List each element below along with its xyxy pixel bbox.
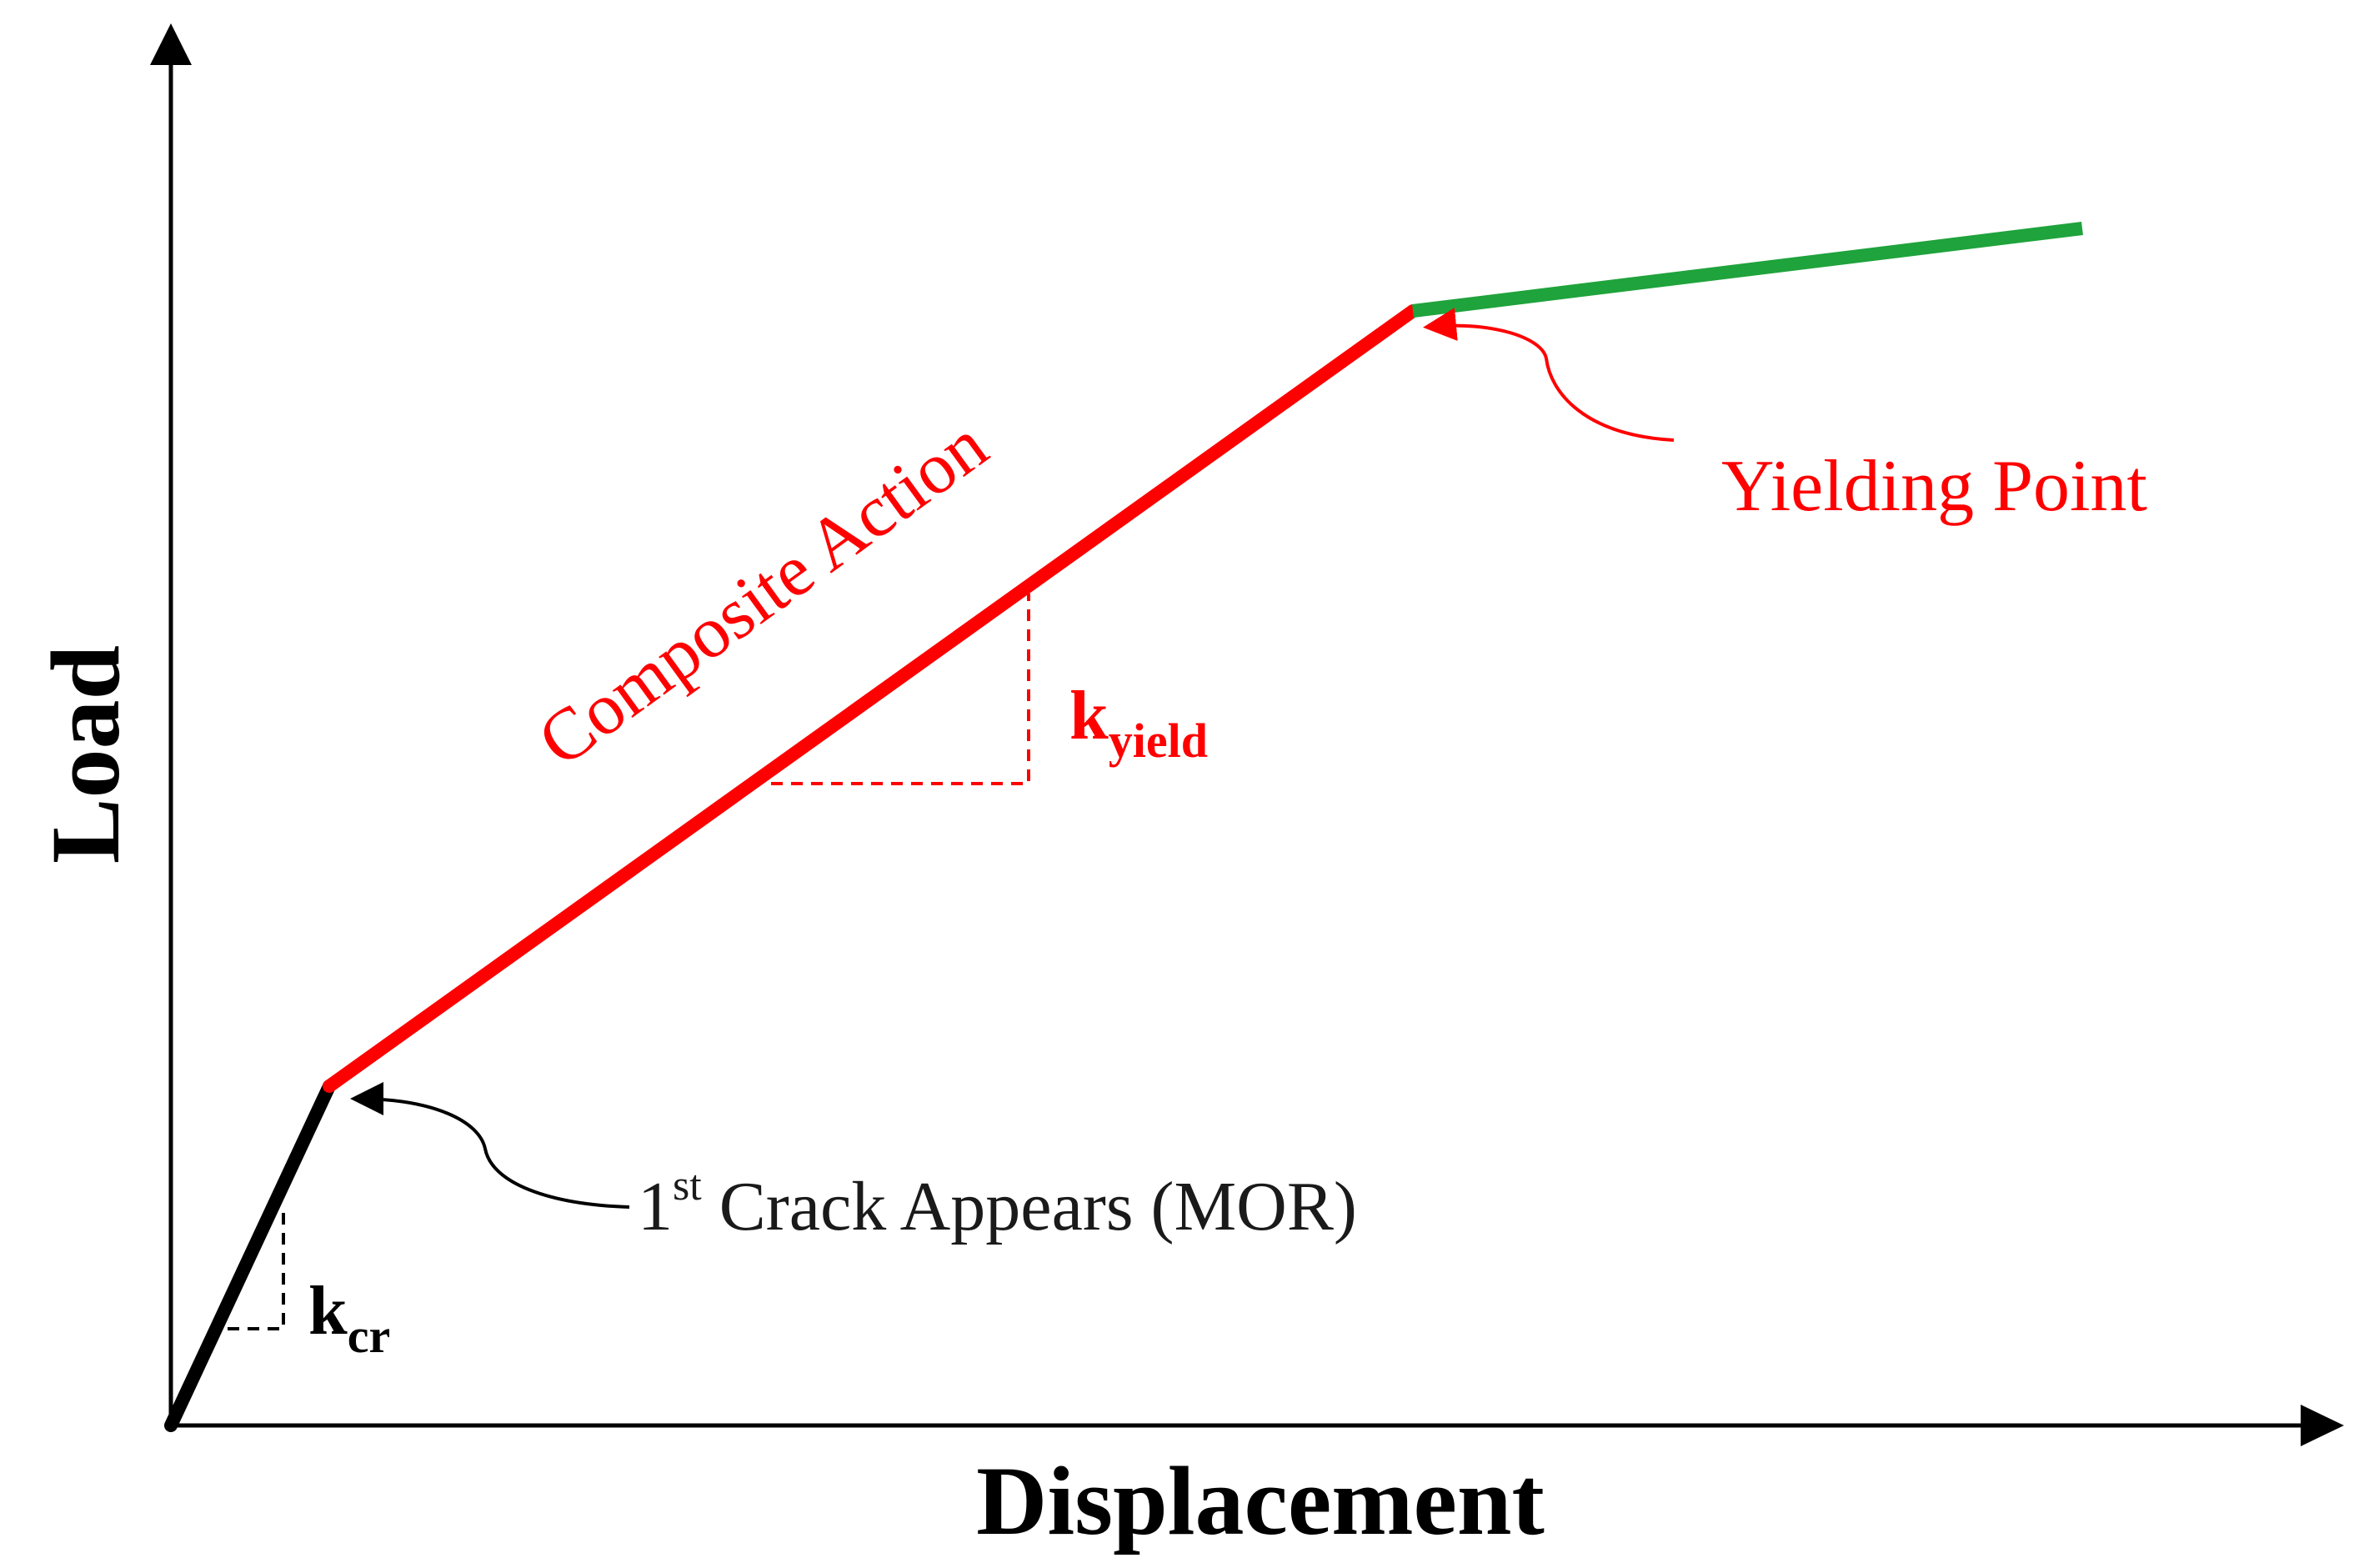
x-axis-label: Displacement — [976, 1446, 1545, 1555]
k-cr-slope-triangle — [228, 1209, 285, 1330]
composite-action-segment — [323, 304, 1420, 1093]
first-crack-pointer — [350, 1082, 630, 1209]
k-yield-label: kyield — [1069, 677, 1208, 768]
y-axis-arrowhead — [150, 23, 192, 65]
composite-action-label: Composite Action — [524, 404, 1002, 782]
yielding-point-pointer — [1423, 308, 1675, 442]
post-yield-segment — [1412, 222, 2083, 318]
y-axis-label: Load — [31, 645, 140, 864]
first-crack-label: 1st Crack Appears (MOR) — [638, 1162, 1357, 1245]
axes — [150, 23, 2344, 1446]
k-yield-slope-triangle — [771, 594, 1030, 785]
yielding-point-label: Yielding Point — [1721, 446, 2147, 527]
initial-stiffness-segment — [164, 1080, 336, 1432]
k-cr-label: kcr — [308, 1272, 390, 1363]
x-axis-arrowhead — [2301, 1405, 2344, 1446]
